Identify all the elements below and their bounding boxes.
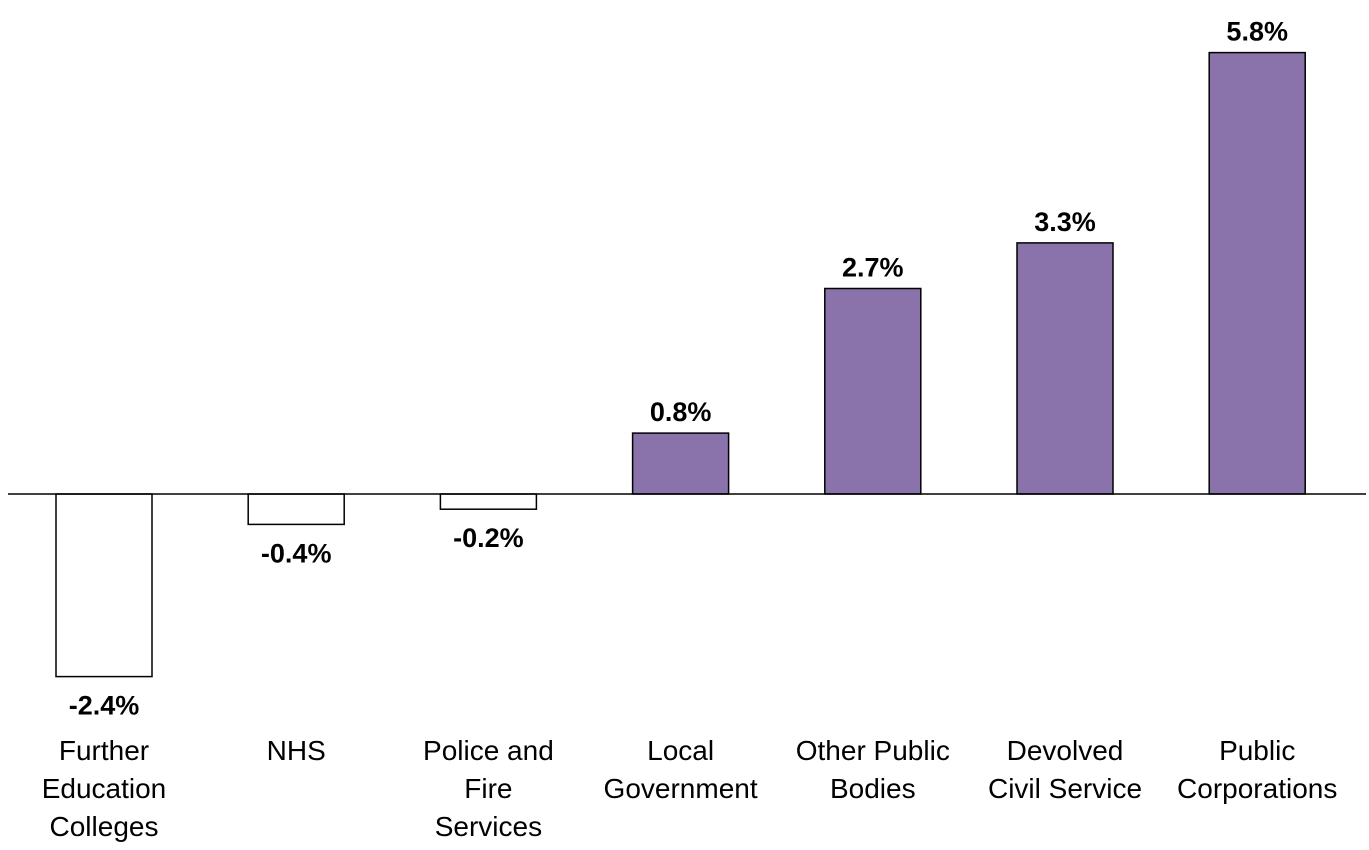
data-label: 0.8%	[650, 397, 712, 427]
category-label: Other Public Bodies	[796, 735, 950, 804]
bars-layer	[55, 51, 1306, 678]
category-label-line: NHS	[267, 735, 326, 766]
category-label-line: Further	[59, 735, 149, 766]
category-label-line: Corporations	[1177, 773, 1337, 804]
data-label: 5.8%	[1226, 17, 1288, 47]
data-label: 3.3%	[1034, 207, 1096, 237]
bar	[55, 493, 153, 678]
category-label-line: Devolved	[1007, 735, 1124, 766]
data-label: -2.4%	[69, 691, 140, 721]
category-labels-layer: Further Education Colleges NHS Police and Fir…	[42, 735, 1338, 842]
category-label-line: Education	[42, 773, 167, 804]
category-label-line: Civil Service	[988, 773, 1142, 804]
category-label-line: Government	[604, 773, 758, 804]
category-label: Devolved Civil Service	[988, 735, 1142, 804]
category-label: Local Government	[604, 735, 758, 804]
bar	[1208, 51, 1306, 495]
category-label: Public Corporations	[1177, 735, 1337, 804]
data-label: -0.2%	[453, 523, 524, 553]
category-label-line: Fire	[464, 773, 512, 804]
category-label-line: Police and	[423, 735, 554, 766]
category-label: Police and Fire Services	[423, 735, 554, 842]
category-label-line: Public	[1219, 735, 1295, 766]
category-label-line: Colleges	[50, 811, 159, 842]
category-label: NHS	[267, 735, 326, 766]
category-label-line: Local	[647, 735, 714, 766]
category-label-line: Services	[435, 811, 542, 842]
value-labels-layer: -2.4% -0.4% -0.2% 0.8% 2.7% 3.3% 5.8%	[69, 17, 1288, 721]
bar	[824, 287, 922, 495]
bar	[247, 493, 345, 526]
category-label-line: Other Public	[796, 735, 950, 766]
bar	[1016, 242, 1114, 495]
bar	[631, 432, 730, 495]
bar	[439, 493, 538, 510]
data-label: -0.4%	[261, 538, 332, 568]
category-label: Further Education Colleges	[42, 735, 167, 842]
data-label: 2.7%	[842, 253, 904, 283]
category-label-line: Bodies	[830, 773, 916, 804]
